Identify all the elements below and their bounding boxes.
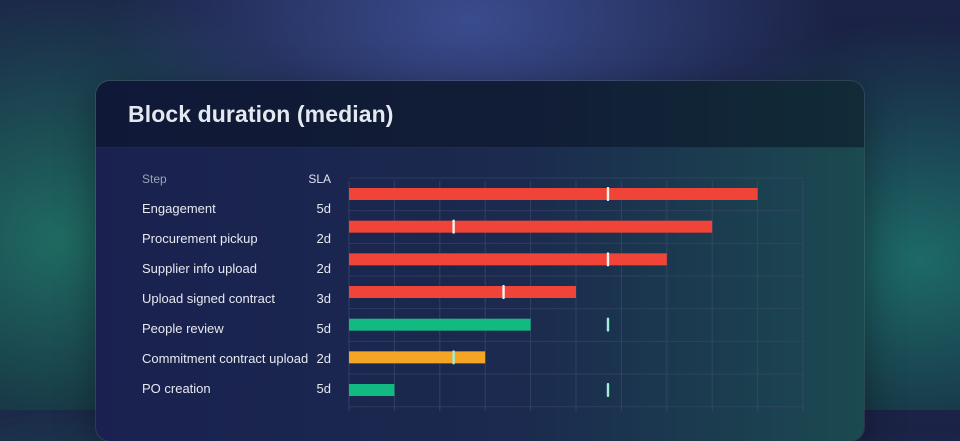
row-sla-upload-signed-contract: 3d [316, 291, 331, 306]
row-sla-commitment-contract-upload: 2d [316, 351, 331, 366]
step-column-header: Step [142, 172, 167, 186]
row-label-commitment-contract-upload: Commitment contract upload [142, 351, 309, 366]
bar [349, 253, 667, 266]
sla-column-header: SLA [308, 172, 331, 186]
bar [349, 318, 531, 331]
sla-marker [452, 350, 455, 365]
sla-marker [452, 219, 455, 234]
bar-chart [348, 177, 804, 411]
sla-marker [502, 285, 505, 300]
sla-marker [606, 383, 610, 398]
row-sla-engagement: 5d [316, 201, 331, 216]
row-label-upload-signed-contract: Upload signed contract [142, 291, 275, 306]
row-sla-procurement-pickup: 2d [316, 231, 331, 246]
row-sla-po-creation: 5d [316, 381, 331, 396]
card-header: Block duration (median) [96, 81, 864, 148]
row-label-supplier-info-upload: Supplier info upload [142, 261, 257, 276]
sla-marker [606, 317, 610, 332]
row-sla-people-review: 5d [316, 321, 331, 336]
row-label-engagement: Engagement [142, 201, 216, 216]
bar [349, 351, 486, 364]
chart-card: Block duration (median) Step SLA Engagem… [96, 81, 864, 441]
row-label-people-review: People review [142, 321, 224, 336]
row-label-procurement-pickup: Procurement pickup [142, 231, 258, 246]
bar [349, 188, 758, 200]
chart-title: Block duration (median) [128, 101, 394, 127]
row-sla-supplier-info-upload: 2d [316, 261, 331, 276]
row-label-po-creation: PO creation [142, 381, 211, 396]
bar [349, 384, 395, 397]
sla-marker [606, 252, 610, 267]
sla-marker [606, 187, 610, 201]
bar [349, 220, 713, 233]
bar [349, 286, 576, 299]
